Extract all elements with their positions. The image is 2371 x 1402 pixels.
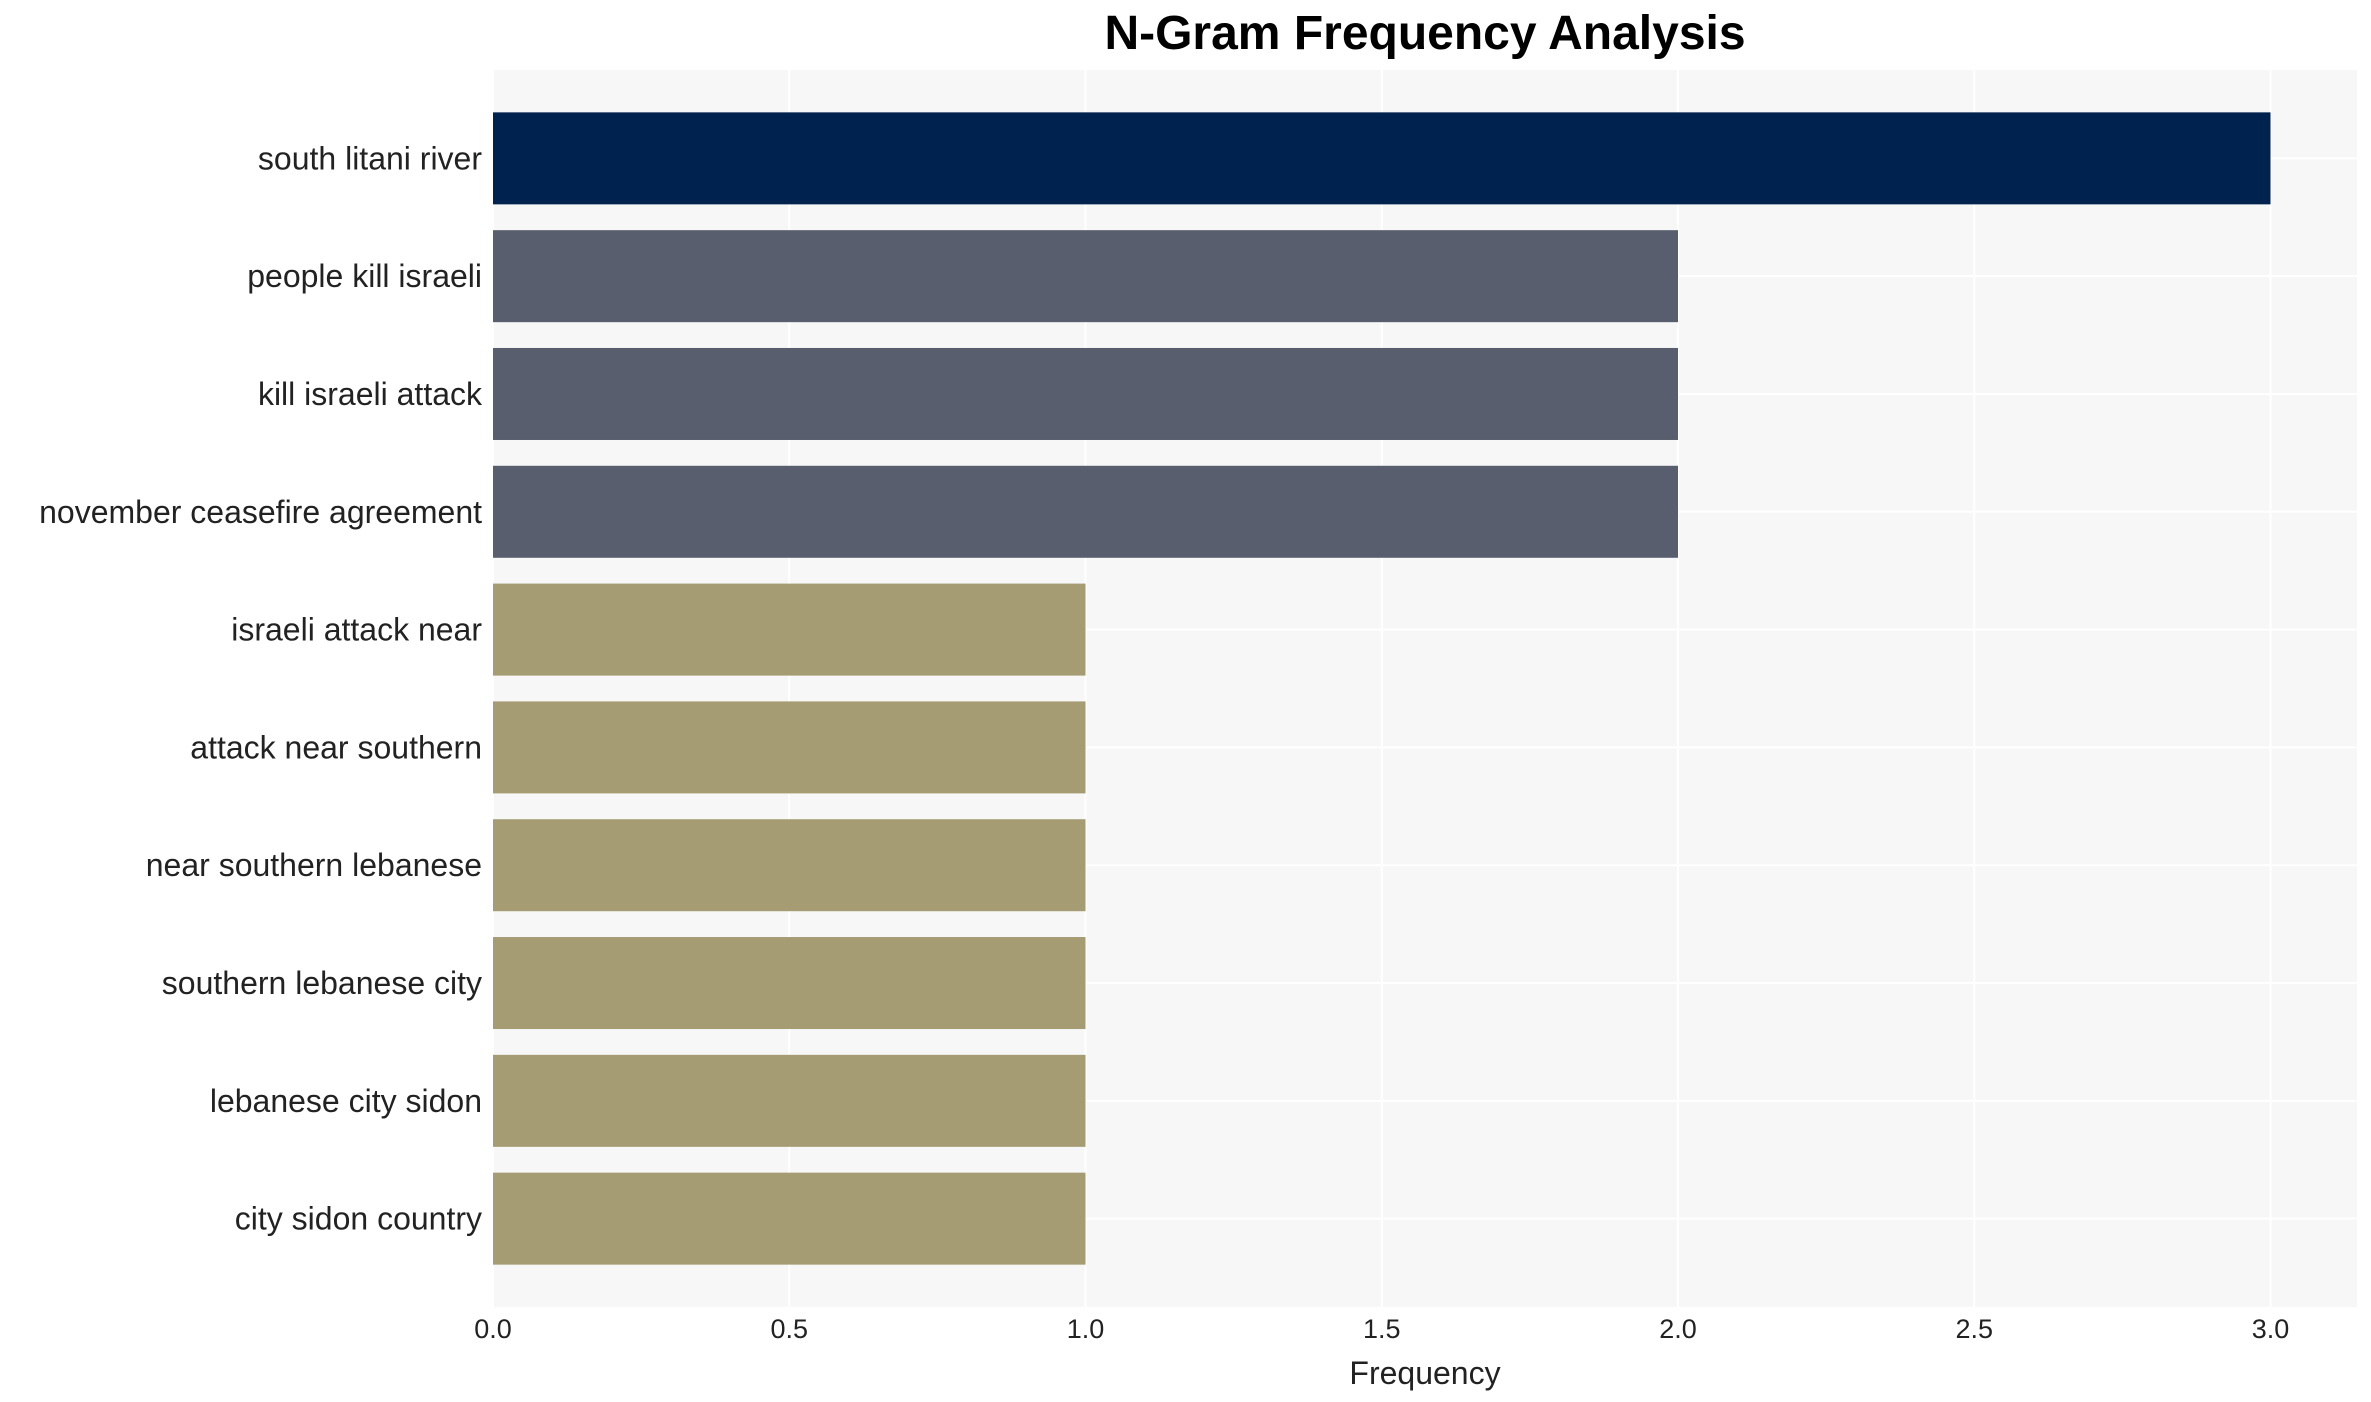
category-label: city sidon country <box>235 1201 482 1237</box>
x-tick-label: 1.0 <box>1067 1314 1105 1344</box>
bar <box>493 1054 1086 1147</box>
bar <box>493 583 1086 676</box>
category-label: kill israeli attack <box>258 376 483 412</box>
bar <box>493 230 1678 323</box>
bar <box>493 465 1678 558</box>
bar <box>493 819 1086 912</box>
bar <box>493 112 2271 205</box>
category-label: november ceasefire agreement <box>39 494 482 530</box>
category-label: israeli attack near <box>231 612 482 648</box>
x-tick-label: 1.5 <box>1363 1314 1401 1344</box>
bar <box>493 701 1086 794</box>
x-tick-label: 2.0 <box>1659 1314 1697 1344</box>
chart-title: N-Gram Frequency Analysis <box>1104 7 1746 60</box>
category-label: people kill israeli <box>247 258 482 294</box>
x-tick-label: 3.0 <box>2252 1314 2290 1344</box>
category-label: south litani river <box>258 140 482 176</box>
bar <box>493 1172 1086 1265</box>
x-tick-label: 2.5 <box>1955 1314 1993 1344</box>
category-label: near southern lebanese <box>146 847 482 883</box>
x-axis-title: Frequency <box>1349 1355 1500 1391</box>
category-label: lebanese city sidon <box>210 1083 482 1119</box>
x-tick-label: 0.5 <box>770 1314 808 1344</box>
x-tick-label: 0.0 <box>474 1314 512 1344</box>
category-label: southern lebanese city <box>162 965 482 1001</box>
bar <box>493 937 1086 1030</box>
category-label: attack near southern <box>190 729 482 765</box>
bar <box>493 347 1678 440</box>
